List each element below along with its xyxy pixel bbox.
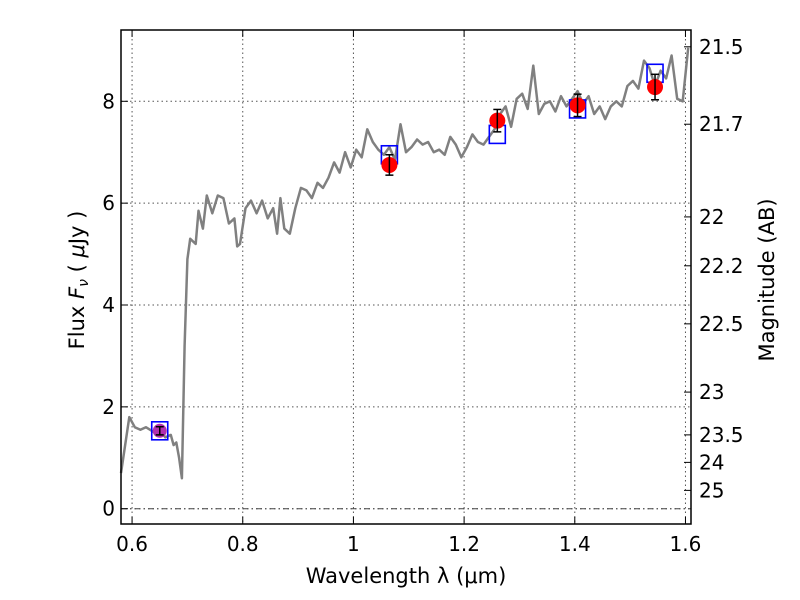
spectrum-path — [119, 47, 690, 480]
y-tick-label: 6 — [102, 191, 115, 215]
grid-lines — [121, 30, 691, 524]
plot-frame — [120, 29, 692, 525]
right-tick-label: 22.5 — [699, 312, 744, 336]
y-tick-label: 4 — [102, 293, 115, 317]
y-axis-label-left: Flux Fν ( μJy ) — [65, 211, 92, 350]
y-axis-label-right: Magnitude (AB) — [755, 198, 779, 361]
model-box — [150, 421, 169, 441]
axis-ticks — [121, 30, 691, 524]
right-tick-label: 23 — [699, 380, 724, 404]
x-tick-label: 1.6 — [670, 532, 702, 556]
model-photometry-boxes — [150, 63, 664, 441]
model-spectrum-line — [119, 47, 690, 480]
observed-photometry-points — [152, 73, 664, 438]
right-tick-label: 21.7 — [699, 112, 744, 136]
right-tick-label: 22.2 — [699, 254, 744, 278]
right-tick-label: 21.5 — [699, 35, 744, 59]
x-tick-label: 0.8 — [227, 532, 259, 556]
y-tick-label: 2 — [102, 395, 115, 419]
x-axis-label: Wavelength λ (μm) — [306, 564, 507, 588]
y-tick-label: 8 — [102, 89, 115, 113]
x-tick-label: 1.4 — [559, 532, 591, 556]
right-tick-labels: 21.5 21.7 22 22.2 22.5 23 23.5 24 25 — [699, 35, 744, 503]
right-tick-label: 24 — [699, 450, 724, 474]
x-tick-label: 1.2 — [448, 532, 480, 556]
x-tick-label: 0.6 — [116, 532, 148, 556]
y-tick-labels: 0 2 4 6 8 — [102, 89, 115, 520]
x-tick-labels: 0.6 0.8 1 1.2 1.4 1.6 — [116, 532, 701, 556]
right-tick-label: 25 — [699, 478, 724, 502]
x-tick-label: 1 — [347, 532, 360, 556]
y-tick-label: 0 — [102, 497, 115, 521]
right-tick-label: 22 — [699, 205, 724, 229]
right-tick-label: 23.5 — [699, 423, 744, 447]
